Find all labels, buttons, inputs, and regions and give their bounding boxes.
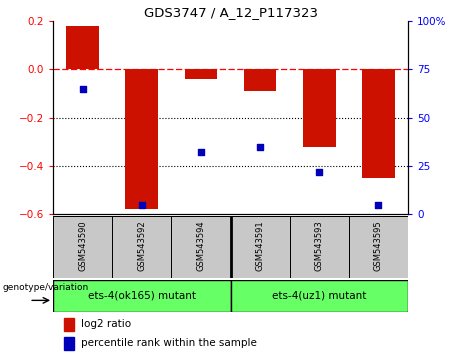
Bar <box>230 216 290 278</box>
Point <box>79 86 86 92</box>
Bar <box>66 26 99 69</box>
Bar <box>185 69 217 79</box>
Text: GSM543592: GSM543592 <box>137 220 146 271</box>
Text: ets-4(uz1) mutant: ets-4(uz1) mutant <box>272 291 366 301</box>
Point <box>375 202 382 207</box>
Text: GSM543595: GSM543595 <box>374 220 383 271</box>
Bar <box>244 69 276 91</box>
Bar <box>362 69 395 178</box>
Bar <box>53 216 112 278</box>
Bar <box>349 216 408 278</box>
Bar <box>53 280 230 312</box>
Bar <box>64 337 74 350</box>
Bar <box>112 216 171 278</box>
Bar <box>303 69 336 147</box>
Text: log2 ratio: log2 ratio <box>82 319 131 329</box>
Bar <box>230 280 408 312</box>
Point <box>138 202 145 207</box>
Text: GSM543594: GSM543594 <box>196 220 206 271</box>
Bar <box>290 216 349 278</box>
Text: percentile rank within the sample: percentile rank within the sample <box>82 338 257 348</box>
Title: GDS3747 / A_12_P117323: GDS3747 / A_12_P117323 <box>143 6 318 19</box>
Text: genotype/variation: genotype/variation <box>3 283 89 292</box>
Text: GSM543593: GSM543593 <box>315 220 324 271</box>
Text: GSM543590: GSM543590 <box>78 220 87 271</box>
Text: GSM543591: GSM543591 <box>255 220 265 271</box>
Point <box>256 144 264 149</box>
Point <box>315 169 323 175</box>
Text: ets-4(ok165) mutant: ets-4(ok165) mutant <box>88 291 196 301</box>
Bar <box>171 216 230 278</box>
Bar <box>64 318 74 331</box>
Point <box>197 150 205 155</box>
Bar <box>125 69 158 209</box>
